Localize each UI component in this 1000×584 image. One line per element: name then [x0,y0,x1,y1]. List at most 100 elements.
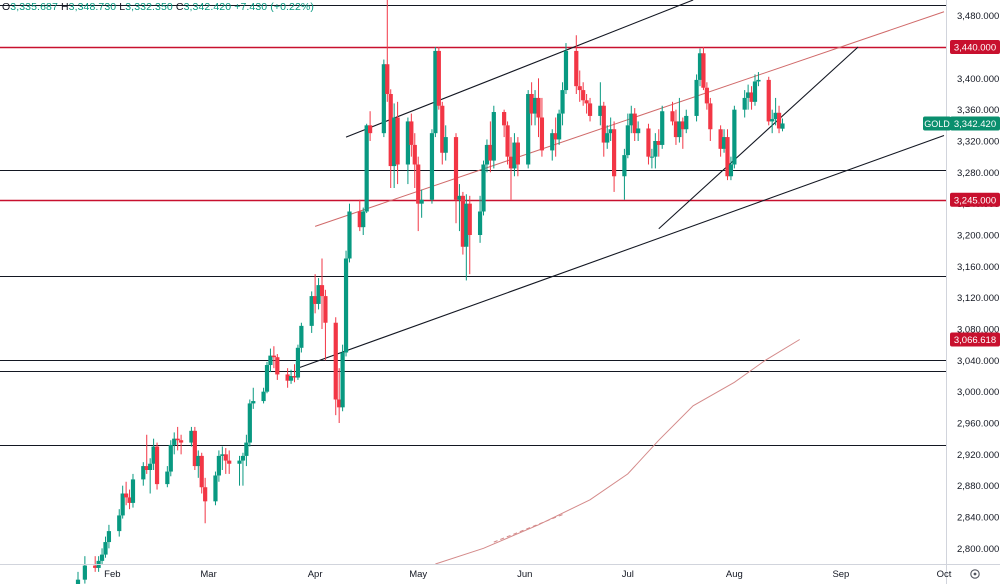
trend-line [658,46,859,230]
candle [168,440,173,477]
price-label-bg [950,192,1000,207]
open-value: 3,335.687 [10,1,58,13]
candle [488,121,493,173]
candle-body [368,125,373,134]
candle-body [223,454,228,461]
candle [220,446,225,470]
candle-body [154,446,160,485]
ma-dashed-line [493,514,563,543]
candle-body [677,121,682,138]
candle [553,117,558,157]
candle [728,156,734,181]
candle-body [718,129,723,149]
candle-body [251,401,256,404]
candle-body [656,141,661,145]
candle-body [103,542,108,555]
candle [536,78,541,138]
candle-body [117,515,122,532]
candle [385,0,390,102]
candle [419,189,424,218]
x-tick-label: Jun [517,569,532,580]
candle-body [106,531,112,543]
candle-body [237,460,242,464]
symbol-tag: GOLD [924,119,950,129]
candle-body [261,391,266,402]
x-tick-label: May [409,569,427,580]
candle [560,82,565,126]
candle [106,524,112,549]
candle [704,82,709,110]
candle [467,195,472,275]
y-tick-label: 2,960.000 [957,419,999,430]
candle-body [704,87,709,104]
y-tick-label: 3,400.000 [957,74,999,85]
candle [563,43,569,94]
candle [405,117,411,185]
candle-body [264,365,270,392]
symbol-tag-bg [923,116,951,131]
open-label: O [2,1,11,13]
candle [199,452,204,494]
candle [749,86,754,110]
candle [464,194,469,281]
candle [392,103,397,188]
candle-body [299,325,304,348]
candle-body [605,133,610,143]
candle [502,109,507,138]
candle [216,450,221,482]
candle [237,455,242,486]
candle [581,82,586,106]
candle [460,191,465,255]
candle-body [385,64,390,94]
candle-body [632,113,637,134]
candle [172,432,177,455]
candle-body [697,53,703,80]
candle-body [388,94,393,167]
candle-body [660,111,665,145]
candle-body [247,403,252,443]
settings-icon[interactable] [970,569,980,579]
candle [557,109,562,145]
candle-body [464,203,469,247]
x-tick-label: Mar [200,569,216,580]
trend-line [345,0,694,138]
x-tick-label: Sep [832,569,849,580]
candle [529,82,534,126]
price-label-bg [950,332,1000,347]
candle-body [333,322,338,400]
candle [192,426,197,470]
candle [453,133,459,224]
candle-body [127,497,132,503]
candle-body [484,144,490,165]
candle [443,125,448,161]
settings-icon-dot [973,572,977,576]
candle [316,278,321,310]
candle-body [271,355,276,358]
candle-body [172,438,177,445]
candle-body [587,103,593,116]
candle-body [680,121,685,130]
candle-body [323,296,328,323]
candle-body [481,164,486,212]
high-value: 3,348.730 [68,1,117,13]
candle [660,105,665,149]
candle [271,346,276,369]
high-label: H [60,1,69,13]
candle-body [319,285,325,297]
candle-body [124,493,129,498]
y-tick-label: 3,480.000 [957,11,999,22]
candle [512,133,517,177]
candle-body [749,92,754,102]
candle [178,434,184,455]
candle-body [275,357,280,375]
y-tick-label: 3,280.000 [957,168,999,179]
candle [625,113,630,159]
candle-body [99,554,105,561]
price-axis[interactable]: 2,800.000 2,840.000 2,880.000 2,920.000 2,96… [946,0,1000,584]
candle [752,74,758,106]
candle-body [347,211,352,259]
time-axis[interactable]: Feb Mar Apr May Jun Jul Aug Sep Oct [0,564,1000,581]
candle [264,361,270,394]
candle [388,89,393,188]
